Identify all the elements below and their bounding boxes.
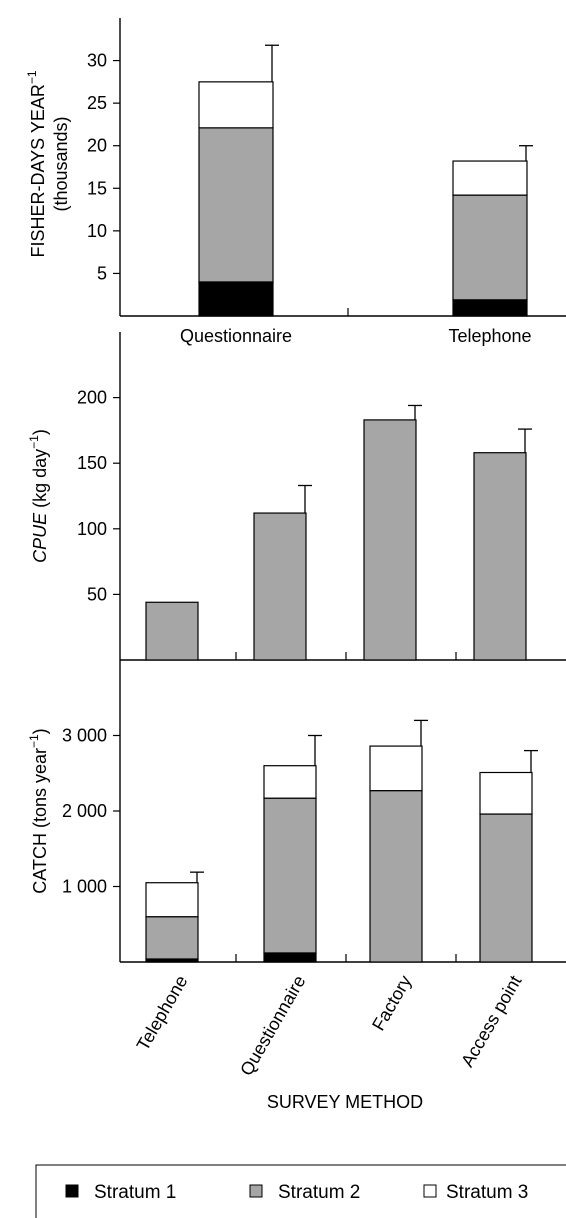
legend-swatch-stratum-3 — [423, 1184, 437, 1198]
cpue-y-title-unit: (kg day — [30, 449, 50, 508]
fisher-days-y-tick-label: 15 — [87, 178, 107, 198]
fisher-days-y-tick-label: 25 — [87, 93, 107, 113]
cpue-y-title-sup: −1 — [27, 435, 41, 449]
catch-y-tick-label: 2 000 — [62, 801, 107, 821]
catch-y-title: CATCH (tons year−1) — [27, 728, 50, 893]
catch-category-label-factory: Factory — [368, 972, 415, 1034]
fisher-days-bar-questionnaire-stratum-1 — [198, 281, 274, 317]
fisher-days-y-title-sup: −1 — [25, 70, 39, 84]
cpue-y-tick-label: 100 — [77, 519, 107, 539]
catch-bar-telephone-stratum-2 — [145, 916, 199, 960]
cpue-panel: CPUE (kg day−1) 50 100 150 200 — [27, 332, 566, 661]
cpue-y-tick-label: 50 — [87, 584, 107, 604]
cpue-bar-access-point-stratum-2 — [473, 452, 527, 661]
fisher-days-bar-telephone-stratum-3 — [452, 160, 528, 196]
catch-bar-factory-stratum-2 — [369, 790, 423, 963]
legend-label-stratum-2: Stratum 2 — [278, 1182, 360, 1203]
fisher-days-y-tick-label: 30 — [87, 51, 107, 71]
fisher-days-bar-telephone-stratum-2 — [452, 194, 528, 301]
catch-category-label-telephone: Telephone — [133, 972, 192, 1054]
cpue-y-tick-label: 200 — [77, 388, 107, 408]
fisher-days-y-tick-label: 10 — [87, 221, 107, 241]
catch-y-title-close: ) — [30, 728, 50, 734]
catch-bar-factory-stratum-3 — [369, 745, 423, 792]
legend-frame — [35, 1164, 566, 1218]
cpue-bar-questionnaire-stratum-2 — [253, 512, 307, 661]
catch-y-title-main: CATCH (tons year — [30, 748, 50, 894]
catch-y-tick-label: 1 000 — [62, 877, 107, 897]
fisher-days-y-subtitle: (thousands) — [51, 116, 71, 211]
cpue-bar-factory-stratum-2 — [363, 419, 417, 661]
fisher-days-y-tick-label: 20 — [87, 136, 107, 156]
legend-swatch-stratum-2 — [249, 1184, 263, 1198]
fisher-days-bar-telephone-stratum-1 — [452, 299, 528, 317]
catch-bar-access-point-stratum-2 — [479, 813, 533, 963]
cpue-y-title: CPUE (kg day−1) — [27, 429, 50, 563]
fisher-days-bar-questionnaire-stratum-3 — [198, 81, 274, 129]
catch-bar-questionnaire-stratum-2 — [263, 797, 317, 954]
legend: Stratum 1 Stratum 2 Stratum 3 — [35, 1164, 566, 1218]
fisher-days-category-label-questionnaire: Questionnaire — [180, 326, 292, 346]
catch-y-title-sup: −1 — [27, 734, 41, 748]
catch-bar-telephone-stratum-3 — [145, 882, 199, 918]
fisher-days-bar-questionnaire-stratum-2 — [198, 127, 274, 283]
catch-category-label-questionnaire: Questionnaire — [236, 972, 309, 1079]
cpue-y-title-close: ) — [30, 429, 50, 435]
catch-category-label-access-point: Access point — [457, 972, 525, 1070]
cpue-y-title-main: CPUE — [30, 512, 50, 563]
fisher-days-y-title-main: FISHER-DAYS YEAR — [28, 84, 48, 257]
cpue-y-tick-label: 150 — [77, 453, 107, 473]
cpue-bar-telephone-stratum-2 — [145, 601, 199, 661]
fisher-days-y-tick-label: 5 — [97, 263, 107, 283]
legend-swatch-stratum-1 — [65, 1184, 79, 1198]
catch-bar-access-point-stratum-3 — [479, 771, 533, 815]
x-axis-title: SURVEY METHOD — [267, 1092, 423, 1112]
legend-label-stratum-3: Stratum 3 — [446, 1182, 528, 1203]
catch-y-tick-label: 3 000 — [62, 726, 107, 746]
catch-bar-questionnaire-stratum-3 — [263, 765, 317, 799]
legend-label-stratum-1: Stratum 1 — [94, 1182, 176, 1203]
catch-bar-questionnaire-stratum-1 — [263, 952, 317, 963]
fisher-days-category-label-telephone: Telephone — [448, 326, 531, 346]
fisher-days-panel: FISHER-DAYS YEAR−1 (thousands) 5 10 15 20 25… — [25, 18, 566, 346]
catch-panel: CATCH (tons year−1) 1 000 2 000 3 000 Telep… — [27, 660, 566, 1079]
fisher-days-y-title: FISHER-DAYS YEAR−1 — [25, 70, 48, 257]
